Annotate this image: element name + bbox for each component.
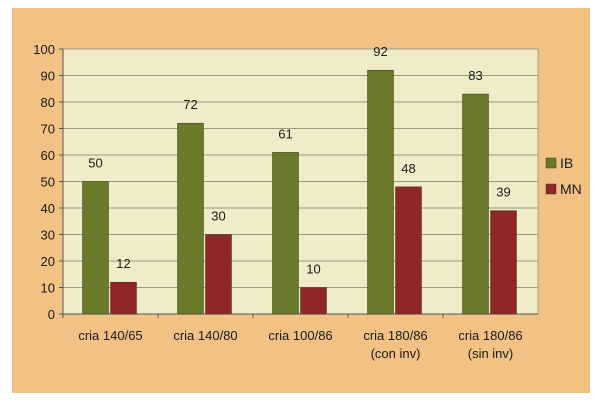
x-category-label: (sin inv): [468, 346, 514, 361]
data-label-mn: 12: [116, 256, 130, 271]
legend-swatch-mn: [545, 183, 557, 195]
y-tick-label: 0: [48, 307, 55, 322]
legend-label-mn: MN: [560, 181, 582, 197]
legend-label-ib: IB: [560, 155, 573, 171]
bar-ib: [367, 69, 394, 315]
y-tick-label: 60: [41, 148, 55, 163]
bar-ib: [272, 152, 299, 315]
bar-ib: [82, 181, 109, 315]
y-tick-label: 40: [41, 201, 55, 216]
data-label-ib: 72: [183, 97, 197, 112]
data-label-ib: 50: [88, 156, 102, 171]
y-tick-label: 50: [41, 175, 55, 190]
y-tick-label: 100: [33, 42, 55, 57]
y-tick-label: 20: [41, 254, 55, 269]
bars: [82, 69, 517, 315]
data-label-mn: 48: [401, 161, 415, 176]
x-category-label: cria 140/65: [78, 328, 142, 343]
y-tick-label: 90: [41, 69, 55, 84]
data-label-ib: 83: [468, 68, 482, 83]
x-category-label: (con inv): [371, 346, 421, 361]
bar-mn: [490, 210, 517, 315]
y-tick-label: 70: [41, 122, 55, 137]
x-axis-labels: cria 140/65 cria 140/80 cria 100/86 cria 18…: [78, 328, 522, 361]
y-tick-label: 10: [41, 281, 55, 296]
data-label-ib: 92: [373, 44, 387, 59]
x-category-label: cria 140/80: [173, 328, 237, 343]
legend-swatch-ib: [545, 157, 557, 169]
bar-ib: [177, 122, 204, 315]
data-label-mn: 10: [306, 262, 320, 277]
x-category-label: cria 100/86: [268, 328, 332, 343]
data-label-mn: 30: [211, 209, 225, 224]
bar-mn: [110, 281, 137, 315]
bar-mn: [300, 287, 327, 315]
bar-mn: [395, 186, 422, 315]
legend: IB MN: [545, 155, 582, 197]
y-tick-label: 30: [41, 228, 55, 243]
data-label-ib: 61: [278, 126, 292, 141]
x-category-label: cria 180/86: [363, 328, 427, 343]
chart-panel: 0 10 20 30 40 50 60 70 80 90 100 50 12 72 30 61 10 92 48 8…: [12, 8, 590, 393]
bar-mn: [205, 234, 232, 315]
bar-ib: [462, 93, 489, 315]
data-labels: 50 12 72 30 61 10 92 48 83 39: [88, 44, 510, 276]
data-label-mn: 39: [496, 185, 510, 200]
x-category-label: cria 180/86: [458, 328, 522, 343]
y-tick-label: 80: [41, 95, 55, 110]
bar-chart: 0 10 20 30 40 50 60 70 80 90 100 50 12 72 30 61 10 92 48 8…: [33, 42, 582, 361]
